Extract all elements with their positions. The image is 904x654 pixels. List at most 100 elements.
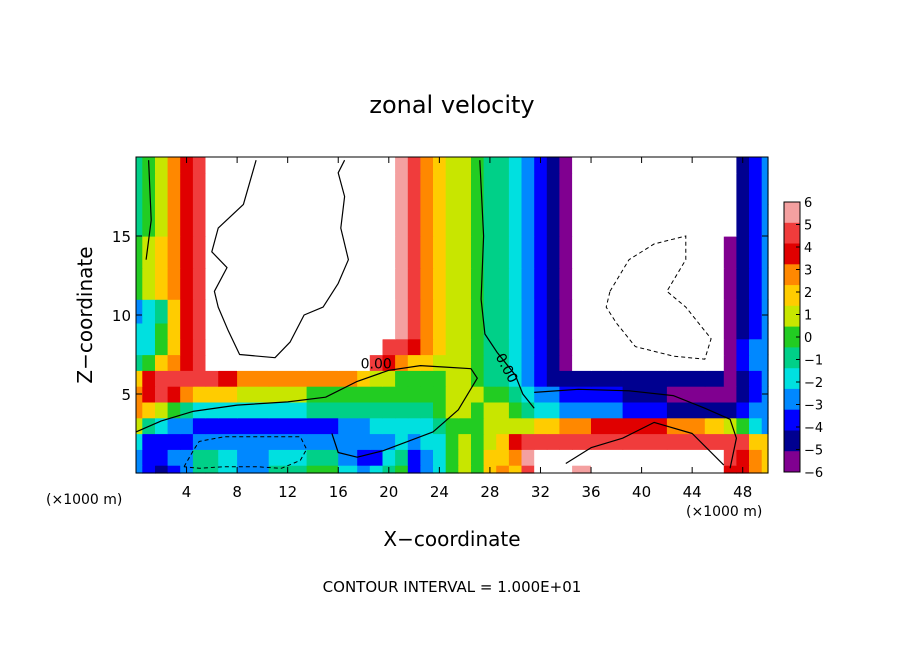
heatmap-cell [546, 433, 560, 450]
heatmap-cell [591, 322, 624, 340]
heatmap-cell [622, 370, 668, 387]
heatmap-cell [591, 267, 624, 300]
heatmap-cell [268, 433, 308, 450]
heatmap-cell [546, 204, 560, 237]
heatmap-cell [591, 172, 624, 205]
heatmap-cell [205, 299, 219, 324]
contour-interval-footer: CONTOUR INTERVAL = 1.000E+01 [323, 578, 582, 596]
heatmap-cell [268, 401, 308, 419]
heatmap-cell [496, 465, 510, 474]
heatmap-cell [761, 370, 769, 387]
heatmap-cell [591, 417, 624, 435]
heatmap-cell [496, 417, 510, 435]
heatmap-cell [369, 417, 383, 435]
heatmap-cell [382, 433, 396, 450]
heatmap-cell [496, 338, 510, 356]
heatmap-cell [420, 204, 434, 237]
heatmap-cell [546, 299, 560, 324]
heatmap-cell [622, 267, 668, 300]
heatmap-cell [704, 417, 725, 435]
contour-line-solid [479, 160, 535, 409]
heatmap-cell [382, 417, 396, 435]
heatmap-cell [420, 157, 434, 174]
heatmap-cell [736, 417, 750, 435]
heatmap-cell [534, 401, 548, 419]
heatmap-cell [496, 267, 510, 300]
heatmap-cell [237, 401, 270, 419]
heatmap-cell [723, 386, 737, 403]
heatmap-cell [142, 172, 156, 205]
heatmap-cell [546, 172, 560, 205]
chart-title: zonal velocity [369, 91, 534, 119]
heatmap-cell [407, 386, 421, 403]
heatmap-cell [508, 354, 523, 371]
heatmap-cell [471, 449, 485, 466]
heatmap-cell [483, 433, 497, 450]
heatmap-cell [496, 433, 510, 450]
heatmap-cell [666, 449, 706, 466]
heatmap-cell [666, 338, 706, 356]
heatmap-cell [382, 157, 396, 174]
heatmap-cell [407, 204, 421, 237]
heatmap-cell [338, 417, 358, 435]
heatmap-cell [382, 267, 396, 300]
heatmap-cell [420, 354, 434, 371]
heatmap-cell [420, 299, 434, 324]
heatmap-cell [496, 172, 510, 205]
heatmap-cell [306, 204, 339, 237]
heatmap-cell [572, 370, 592, 387]
heatmap-cell [395, 401, 409, 419]
heatmap-cell [136, 465, 143, 474]
heatmap-cell [369, 322, 383, 340]
heatmap-cell [407, 236, 421, 269]
x-tick-label: 16 [329, 483, 348, 501]
colorbar-swatch [784, 368, 800, 390]
heatmap-cell [192, 370, 207, 387]
heatmap-cell [508, 465, 523, 474]
heatmap-cell [205, 370, 219, 387]
heatmap-cell [433, 433, 447, 450]
heatmap-cell [357, 354, 371, 371]
heatmap-cell [218, 449, 238, 466]
heatmap-cell [395, 354, 409, 371]
y-tick-label: 15 [112, 228, 131, 246]
heatmap-cell [237, 417, 270, 435]
heatmap-cell [736, 401, 750, 419]
heatmap-cell [218, 465, 238, 474]
heatmap-cell [761, 157, 769, 174]
heatmap-cell [205, 449, 219, 466]
heatmap-cell [458, 204, 472, 237]
heatmap-cell [167, 157, 181, 174]
heatmap-cell [521, 172, 535, 205]
heatmap-cell [761, 236, 769, 269]
heatmap-cell [369, 236, 383, 269]
heatmap-cell [761, 267, 769, 300]
heatmap-cell [704, 322, 725, 340]
heatmap-cell [591, 386, 624, 403]
heatmap-cell [546, 386, 560, 403]
heatmap-cell [357, 322, 371, 340]
heatmap-cell [420, 338, 434, 356]
heatmap-cell [749, 299, 763, 324]
heatmap-cell [369, 401, 383, 419]
heatmap-cell [357, 417, 371, 435]
heatmap-cell [338, 354, 358, 371]
heatmap-cell [306, 157, 339, 174]
heatmap-cell [736, 172, 750, 205]
contour-line-solid [211, 159, 349, 359]
heatmap-cell [306, 465, 339, 474]
heatmap-cell [559, 401, 573, 419]
contour-line-dashed [605, 235, 712, 360]
heatmap-cell [666, 267, 706, 300]
colorbar-swatch [784, 264, 800, 286]
heatmap-cell [622, 338, 668, 356]
heatmap-cell [572, 386, 592, 403]
heatmap-cell [205, 354, 219, 371]
heatmap-cell [591, 433, 624, 450]
heatmap-cell [395, 465, 409, 474]
heatmap-cell [306, 401, 339, 419]
heatmap-cell [496, 354, 510, 371]
heatmap-cell [445, 338, 459, 356]
heatmap-cell [192, 338, 207, 356]
